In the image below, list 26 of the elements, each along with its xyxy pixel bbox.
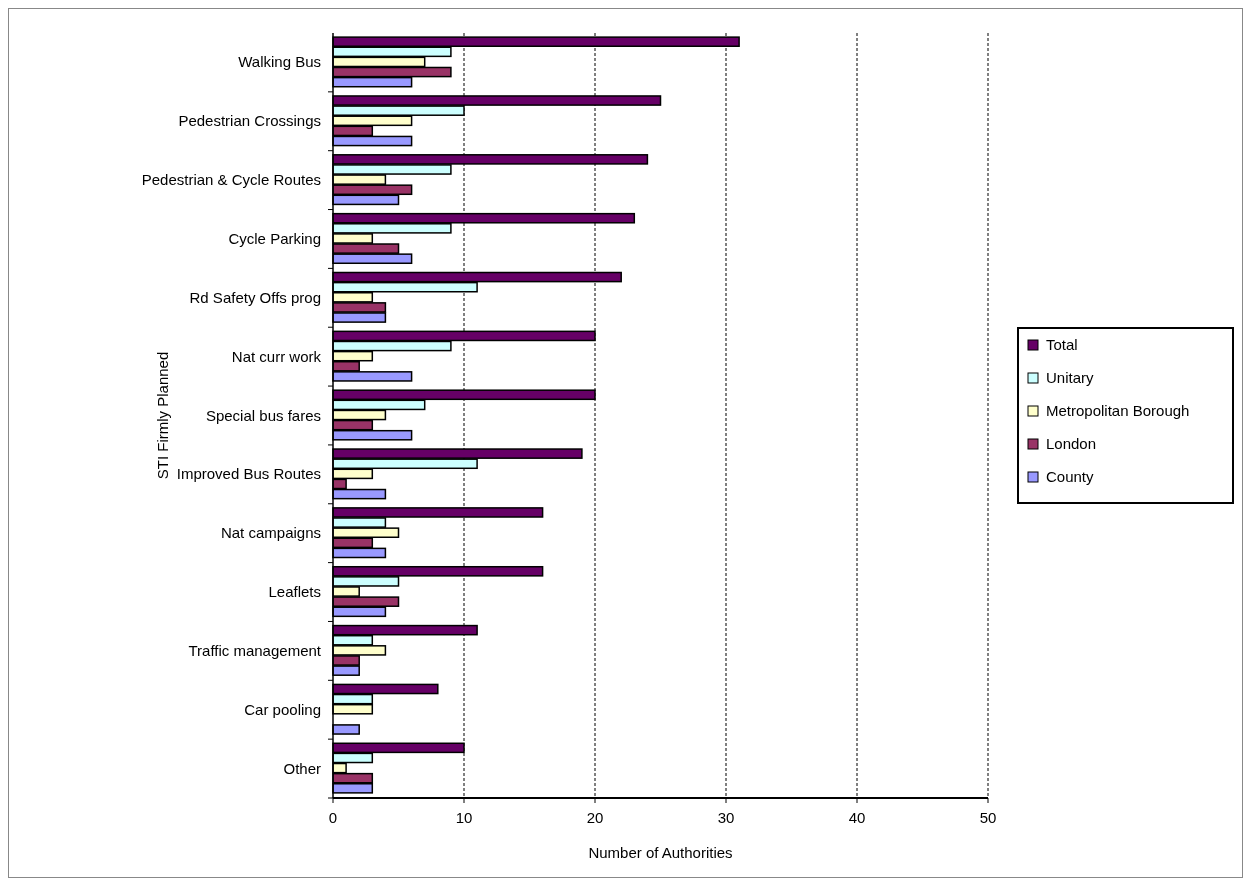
- legend-label: Unitary: [1046, 369, 1095, 386]
- x-tick-label: 0: [328, 809, 338, 826]
- legend-label: London: [1046, 435, 1097, 452]
- legend-label: Total: [1046, 336, 1078, 353]
- y-tick-label: Rd Safety Offs prog: [189, 288, 321, 306]
- y-tick-label: Leaflets: [268, 583, 321, 601]
- y-tick-label: Nat curr work: [231, 347, 322, 365]
- x-tick-label: 40: [848, 809, 866, 826]
- y-tick-label: Nat campaigns: [220, 524, 321, 542]
- y-axis-title: STI Firmly Planned: [154, 351, 171, 480]
- y-tick-label: Car pooling: [244, 700, 321, 718]
- legend-label: Metropolitan Borough: [1046, 402, 1190, 419]
- y-tick-label: Improved Bus Routes: [176, 465, 321, 483]
- y-tick-label: Cycle Parking: [228, 229, 321, 247]
- y-tick-label: Other: [283, 759, 321, 777]
- x-tick-label: 10: [455, 809, 473, 826]
- y-tick-label: Traffic management: [188, 641, 322, 659]
- legend-label: County: [1046, 468, 1095, 485]
- y-tick-label: Pedestrian Crossings: [178, 112, 321, 130]
- y-tick-label: Special bus fares: [205, 406, 321, 424]
- y-tick-label: Walking Bus: [238, 53, 321, 71]
- x-axis-title: Number of Authorities: [588, 844, 733, 861]
- x-tick-label: 50: [979, 809, 997, 826]
- x-tick-label: 30: [717, 809, 735, 826]
- y-tick-label: Pedestrian & Cycle Routes: [141, 171, 321, 189]
- x-tick-label: 20: [586, 809, 604, 826]
